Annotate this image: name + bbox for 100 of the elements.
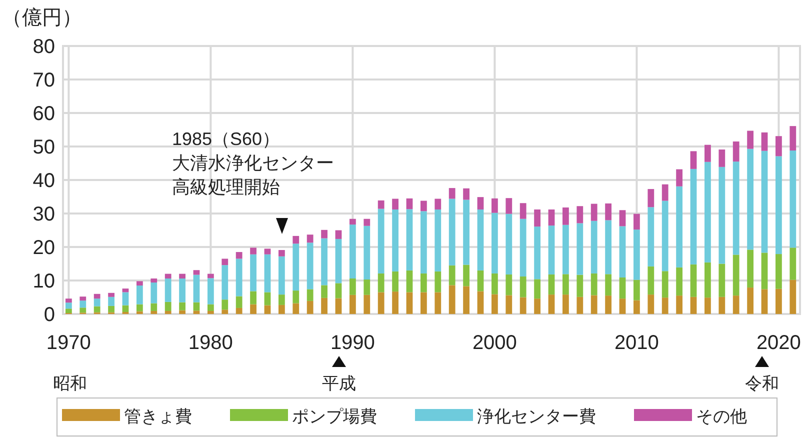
text: 平成 <box>322 374 356 393</box>
bar <box>434 198 442 210</box>
bar <box>790 248 796 280</box>
bar <box>250 248 256 254</box>
bar <box>122 305 129 312</box>
bar <box>718 150 726 167</box>
bar <box>590 295 598 314</box>
y-tick-label: 80 <box>32 36 55 58</box>
bar <box>732 162 740 255</box>
bar <box>562 207 569 225</box>
bar <box>150 310 158 314</box>
bar <box>534 209 540 227</box>
bar <box>506 295 512 314</box>
bar <box>193 302 200 311</box>
bar <box>306 300 314 314</box>
annotation: 1985（S60） <box>172 129 280 149</box>
bar <box>718 296 726 314</box>
bar <box>222 265 228 300</box>
bar <box>676 169 682 186</box>
y-tick-label: 60 <box>32 103 55 125</box>
bar <box>448 198 456 266</box>
bar <box>590 220 598 274</box>
bar <box>349 294 356 314</box>
bar <box>136 281 143 286</box>
bar <box>378 292 384 314</box>
bar <box>676 186 682 268</box>
bar <box>420 211 427 274</box>
bar <box>164 274 172 278</box>
y-tick-label: 0 <box>44 304 55 326</box>
y-tick-label: 30 <box>32 204 55 226</box>
bar <box>193 310 200 314</box>
bar <box>576 274 584 297</box>
bar <box>491 294 498 314</box>
bar <box>207 304 214 311</box>
bar <box>108 306 114 312</box>
bar <box>364 294 370 314</box>
bar <box>364 226 370 280</box>
bar <box>179 310 186 314</box>
bar <box>562 274 569 295</box>
x-tick-label: 2010 <box>614 332 659 354</box>
bar <box>548 226 555 274</box>
bar <box>506 198 512 214</box>
bar <box>590 204 598 221</box>
annotation: 大清水浄化センター高級処理開始 <box>172 153 334 197</box>
bar <box>520 297 526 314</box>
bar <box>364 218 370 226</box>
bar <box>718 166 726 264</box>
bar <box>193 270 200 275</box>
bar <box>463 200 470 265</box>
y-tick-label: 20 <box>32 237 55 259</box>
bar <box>321 298 328 314</box>
bar <box>520 218 526 276</box>
x-tick-label: 2020 <box>756 332 801 354</box>
bar <box>634 280 640 300</box>
bar <box>94 294 100 299</box>
bar <box>250 254 256 292</box>
bar <box>662 271 668 298</box>
bar <box>364 279 370 295</box>
y-tick-label: 40 <box>32 170 55 192</box>
bar <box>335 283 342 298</box>
bar <box>278 304 285 314</box>
bar <box>662 298 668 314</box>
bar <box>306 289 314 301</box>
bar <box>619 277 626 299</box>
bar <box>718 264 726 297</box>
bar <box>406 270 413 292</box>
bar <box>278 294 285 305</box>
bar <box>392 198 398 210</box>
bar <box>747 250 754 288</box>
bar <box>648 266 654 295</box>
bar <box>136 286 143 304</box>
bar <box>690 296 697 314</box>
bar <box>448 188 456 199</box>
bar <box>321 285 328 298</box>
bar <box>676 267 682 296</box>
bar <box>378 208 384 274</box>
bar <box>164 310 172 314</box>
bar <box>406 198 413 210</box>
legend-label: その他 <box>696 407 747 426</box>
bar <box>136 311 143 314</box>
bar <box>448 285 456 314</box>
bar <box>605 296 612 314</box>
bar <box>335 298 342 314</box>
bar <box>576 206 584 224</box>
bar <box>761 289 768 314</box>
bar <box>776 136 782 156</box>
bar <box>747 130 754 149</box>
bar <box>278 256 285 295</box>
bar <box>790 280 796 314</box>
bar <box>648 294 654 314</box>
bar <box>150 303 158 311</box>
bar <box>761 150 768 253</box>
bar <box>732 296 740 314</box>
bar <box>264 254 271 292</box>
y-axis-title: （億円） <box>2 7 82 29</box>
bar <box>761 132 768 151</box>
bar <box>448 265 456 286</box>
bar <box>747 148 754 250</box>
bar <box>179 274 186 278</box>
y-tick-label: 10 <box>32 270 55 292</box>
